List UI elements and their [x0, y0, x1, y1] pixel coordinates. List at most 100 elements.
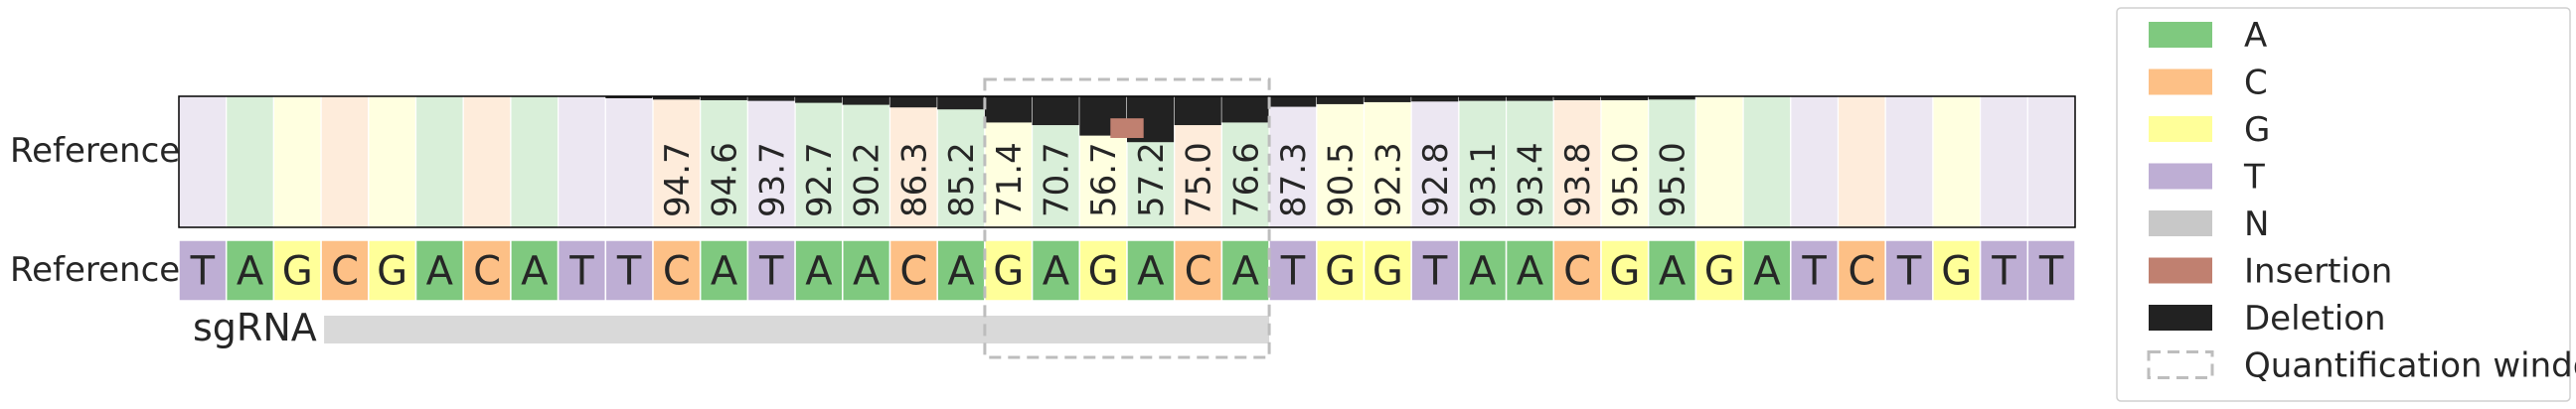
percent-label: 71.4: [990, 142, 1030, 217]
heatmap-cell: [1600, 95, 1650, 228]
heatmap-cell: [272, 95, 322, 228]
percent-label: 94.6: [706, 142, 745, 217]
deletion-bar: [1174, 96, 1222, 126]
legend-swatch: [2149, 163, 2212, 190]
base-cell: [699, 239, 749, 302]
heatmap-cell: [462, 95, 512, 228]
heatmap-cell: [1316, 95, 1366, 228]
base-cell: [1078, 239, 1128, 302]
base-letter: G: [377, 249, 407, 295]
base-cell: [510, 239, 560, 302]
base-cell: [1647, 239, 1697, 302]
legend-label: T: [2243, 158, 2265, 198]
sgrna-label: sgRNA: [193, 306, 317, 349]
top-row-label: Reference: [10, 131, 180, 171]
sgrna-track: [324, 316, 1270, 343]
deletion-bar: [747, 96, 796, 101]
bottom-row-label: Reference: [10, 250, 180, 290]
heatmap-cell: [604, 95, 654, 228]
heatmap-cell: [1837, 95, 1886, 228]
base-letter: A: [853, 249, 881, 295]
percent-label: 92.8: [1416, 142, 1456, 217]
base-letter: A: [711, 249, 738, 295]
deletion-bar: [1506, 96, 1554, 101]
percent-label: 70.7: [1037, 142, 1076, 217]
sgrna-bar: [324, 316, 1270, 343]
base-letter: G: [1609, 249, 1640, 295]
deletion-bar: [889, 96, 938, 108]
percent-label: 90.2: [848, 142, 887, 217]
legend-swatch: [2149, 210, 2212, 236]
base-cell: [1932, 239, 1982, 302]
heatmap-cell: [1505, 95, 1554, 228]
base-letter: G: [1941, 249, 1972, 295]
base-letter: G: [1088, 249, 1119, 295]
base-cell: [1552, 239, 1602, 302]
base-letter: A: [1137, 249, 1165, 295]
deletion-bar: [1364, 96, 1412, 102]
legend-swatch: [2149, 257, 2212, 284]
legend-frame: [2116, 7, 2571, 402]
heatmap-cell: [1552, 95, 1602, 228]
deletion-bar: [1458, 96, 1507, 101]
percent-label: 57.2: [1132, 142, 1172, 217]
percent-label: 76.6: [1226, 142, 1266, 217]
heatmap-cell: [1979, 95, 2028, 228]
base-cell: [272, 239, 322, 302]
percent-label: 56.7: [1084, 142, 1124, 217]
base-letter: T: [1422, 249, 1448, 295]
legend-swatch: [2147, 350, 2214, 379]
quantification-window: [983, 77, 1271, 359]
base-cell: [1363, 239, 1412, 302]
base-letter: T: [616, 249, 642, 295]
base-letter: A: [521, 249, 549, 295]
heatmap-cell: [2026, 95, 2076, 228]
base-letter: T: [758, 249, 784, 295]
base-letter: C: [473, 249, 501, 295]
heatmap-cell: [888, 95, 938, 228]
heatmap-cell: [1694, 95, 1744, 228]
base-cell: [984, 239, 1034, 302]
base-letter: A: [1469, 249, 1497, 295]
deletion-bar: [1648, 96, 1696, 100]
base-cell: [1790, 239, 1840, 302]
base-letter: T: [1896, 249, 1922, 295]
base-letter: A: [805, 249, 833, 295]
base-cell: [604, 239, 654, 302]
base-cell: [462, 239, 512, 302]
base-letter: A: [1753, 249, 1781, 295]
heatmap-cell: [557, 95, 606, 228]
deletion-bar: [700, 96, 748, 100]
percent-label: 92.3: [1368, 142, 1408, 217]
heatmap-frame: [178, 95, 2076, 228]
heatmap-cell: [178, 95, 228, 228]
legend-label: N: [2244, 204, 2269, 244]
heatmap-cell: [936, 95, 986, 228]
base-cell: [842, 239, 891, 302]
deletion-bar: [795, 96, 843, 103]
base-cell: [1031, 239, 1081, 302]
percent-label: 90.5: [1322, 142, 1362, 217]
base-letter: T: [190, 249, 216, 295]
percent-label: 92.7: [800, 142, 840, 217]
legend-label: A: [2244, 16, 2267, 56]
percent-label: 95.0: [1654, 142, 1693, 217]
base-letter: A: [237, 249, 264, 295]
base-letter: T: [1991, 249, 2016, 295]
base-letter: G: [1372, 249, 1403, 295]
deletion-bar: [1221, 96, 1270, 123]
deletion-bar: [1316, 96, 1365, 104]
heatmap-cell: [414, 95, 464, 228]
heatmap-cell: [320, 95, 370, 228]
base-letter: C: [1848, 249, 1875, 295]
base-letter: G: [1704, 249, 1735, 295]
deletion-bar: [842, 96, 890, 105]
base-cell: [746, 239, 796, 302]
deletion-bar: [984, 96, 1033, 123]
deletion-bar: [1269, 96, 1317, 107]
legend-label: Deletion: [2244, 299, 2386, 339]
percent-label: 95.0: [1606, 142, 1646, 217]
base-letter: C: [663, 249, 691, 295]
